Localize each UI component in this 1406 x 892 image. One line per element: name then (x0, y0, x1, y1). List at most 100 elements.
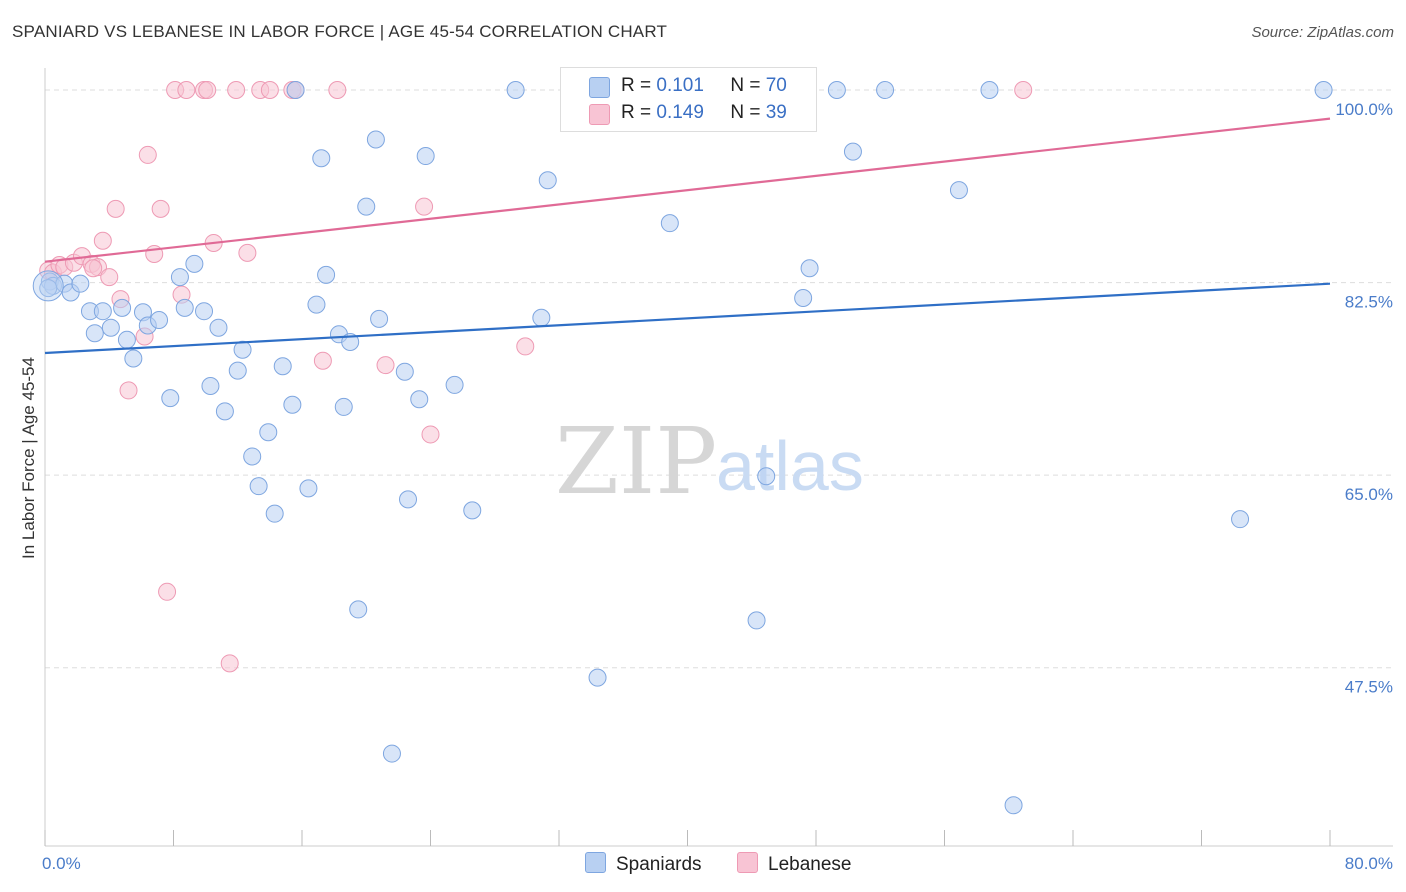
legend-label-lebanese: Lebanese (768, 854, 852, 875)
spaniards-point (85, 324, 104, 343)
spaniards-cluster-point (32, 270, 64, 302)
spaniards-point (273, 357, 292, 376)
spaniards-legend-swatch (585, 852, 606, 873)
spaniards-point (185, 254, 204, 273)
spaniards-point (233, 340, 252, 359)
y-tick-label: 47.5% (1345, 678, 1393, 697)
chart-title: SPANIARD VS LEBANESE IN LABOR FORCE | AG… (12, 22, 668, 41)
spaniards-point (215, 402, 234, 421)
spaniards-point (357, 197, 376, 216)
spaniards-point (794, 288, 813, 307)
lebanese-point (198, 81, 217, 100)
spaniards-point (843, 142, 862, 161)
spaniards-point (117, 330, 136, 349)
legend-item-lebanese[interactable]: Lebanese (737, 852, 851, 876)
spaniards-point (747, 611, 766, 630)
spaniards-point (265, 504, 284, 523)
source-label: Source: ZipAtlas.com (1251, 24, 1394, 41)
spaniards-point (175, 298, 194, 317)
spaniards-point (312, 149, 331, 168)
spaniards-point (307, 295, 326, 314)
lebanese-trend-line (44, 117, 1331, 263)
spaniards-point (228, 361, 247, 380)
lebanese-point (415, 197, 434, 216)
lebanese-points (39, 81, 1033, 673)
lebanese-point (220, 654, 239, 673)
y-tick-label: 65.0% (1345, 485, 1393, 504)
spaniards-point (370, 309, 389, 328)
spaniards-point (71, 274, 90, 293)
spaniards-point (93, 302, 112, 321)
lebanese-point (313, 351, 332, 370)
tick-labels: 100.0% 82.5% 65.0% 47.5% 0.0% 80.0% (42, 100, 1393, 873)
watermark-zip: ZIP (555, 408, 717, 515)
spaniards-point (463, 501, 482, 520)
spaniards-point (382, 744, 401, 763)
spaniards-point (349, 600, 368, 619)
lebanese-point (1014, 81, 1033, 100)
trend-lines (44, 117, 1331, 355)
spaniards-point (445, 375, 464, 394)
lebanese-point (138, 145, 157, 164)
spaniards-point (170, 268, 189, 287)
spaniards-point (800, 259, 819, 278)
spaniards-point (757, 467, 776, 486)
lebanese-swatch (589, 104, 610, 125)
spaniards-point (201, 377, 220, 396)
spaniards-point (538, 171, 557, 190)
spaniards-point (949, 181, 968, 200)
lebanese-point (100, 268, 119, 287)
spaniards-point (395, 362, 414, 381)
series-legend: Spaniards Lebanese (0, 852, 1406, 878)
spaniards-point (124, 349, 143, 368)
spaniards-trend-line (44, 282, 1331, 355)
spaniards-point (827, 81, 846, 100)
spaniards-swatch (589, 77, 610, 98)
spaniards-point (506, 81, 525, 100)
legend-label-spaniards: Spaniards (616, 854, 702, 875)
spaniards-point (39, 279, 58, 298)
spaniards-point (113, 298, 132, 317)
spaniards-point (101, 318, 120, 337)
spaniards-point (317, 265, 336, 284)
legend-n-label: N = (730, 75, 761, 96)
grid-lines (45, 89, 1393, 669)
y-tick-label: 82.5% (1345, 293, 1393, 312)
spaniards-points (32, 81, 1333, 815)
lebanese-point (238, 243, 257, 262)
spaniards-point (150, 310, 169, 329)
legend-n-value: 39 (765, 102, 787, 123)
watermark-atlas: atlas (716, 427, 864, 505)
spaniards-point (410, 390, 429, 409)
lebanese-point (376, 356, 395, 375)
spaniards-point (286, 81, 305, 100)
spaniards-point (299, 479, 318, 498)
spaniards-point (249, 477, 268, 496)
spaniards-point (1004, 796, 1023, 815)
legend-n-label: N = (730, 102, 761, 123)
axes (44, 68, 1393, 847)
legend-item-spaniards[interactable]: Spaniards (585, 852, 702, 876)
x-tick-label: 0.0% (42, 854, 81, 873)
spaniards-point (209, 318, 228, 337)
legend-r-label: R = (621, 75, 652, 96)
spaniards-point (532, 308, 551, 327)
spaniards-point (660, 214, 679, 233)
lebanese-point (328, 81, 347, 100)
spaniards-point (259, 423, 278, 442)
lebanese-point (421, 425, 440, 444)
spaniards-point (399, 490, 418, 509)
lebanese-point (516, 337, 535, 356)
spaniards-point (334, 397, 353, 416)
legend-r-label: R = (621, 102, 652, 123)
lebanese-point (260, 81, 279, 100)
spaniards-point (1231, 510, 1250, 529)
lebanese-point (158, 582, 177, 601)
spaniards-point (283, 395, 302, 414)
legend-n-value: 70 (765, 75, 787, 96)
spaniards-point (195, 302, 214, 321)
correlation-legend: R = 0.101 N = 70 R = 0.149 N = 39 (560, 67, 817, 132)
x-tick-label: 80.0% (1345, 854, 1393, 873)
lebanese-point (177, 81, 196, 100)
